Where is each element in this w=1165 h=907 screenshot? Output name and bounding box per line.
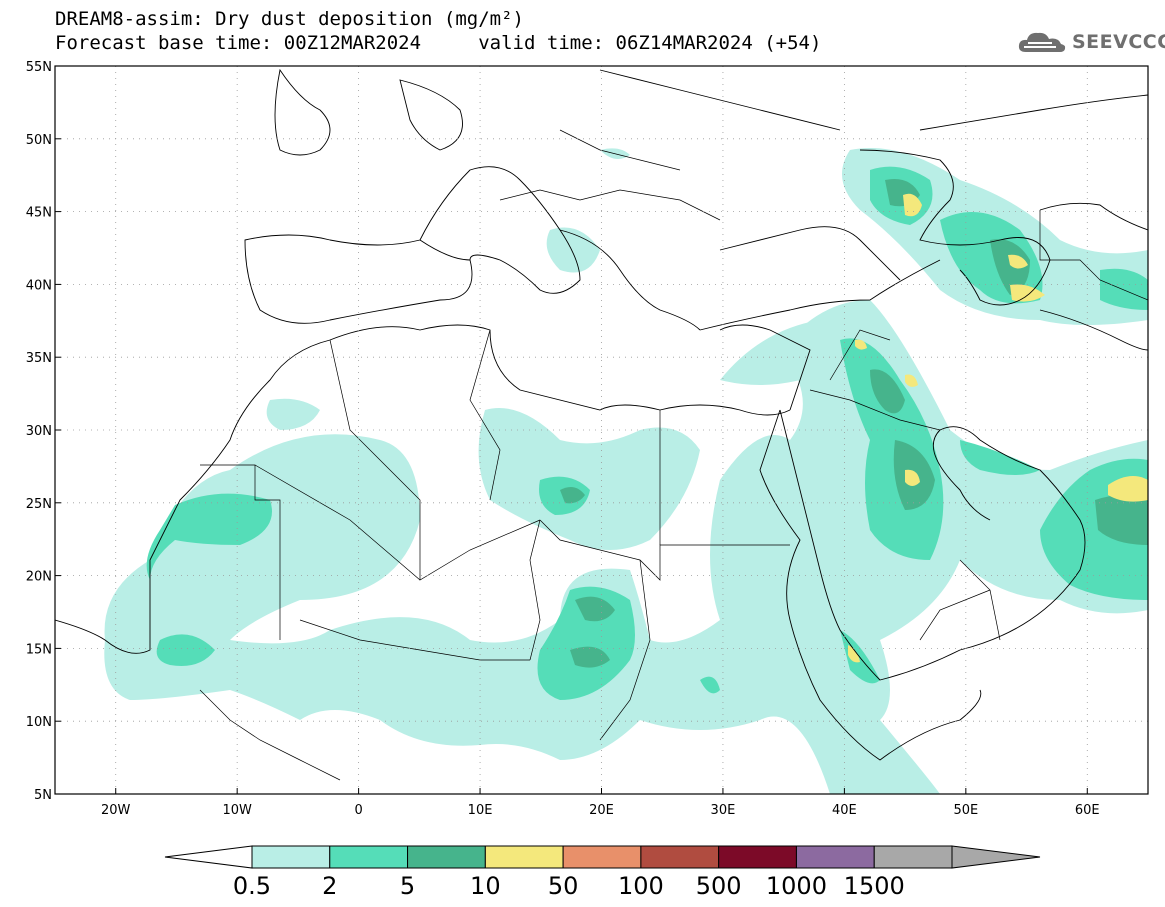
deposition-level-10	[848, 193, 1148, 663]
colorbar-label: 0.5	[233, 872, 271, 900]
lon-tick-label: 20W	[101, 803, 131, 818]
colorbar-swatch	[640, 845, 720, 869]
forecast-time-subtitle: Forecast base time: 00Z12MAR2024 valid t…	[55, 32, 822, 54]
logo-text: SEEVCCC	[1072, 31, 1165, 53]
colorbar-swatch	[562, 845, 642, 869]
colorbar-swatch	[795, 845, 875, 869]
colorbar-label: 50	[548, 872, 579, 900]
lon-tick-label: 50E	[953, 803, 978, 818]
country-borders	[199, 129, 1148, 781]
lat-tick-label: 5N	[34, 788, 52, 803]
seevccc-logo: SEEVCCC	[1016, 24, 1165, 60]
lat-tick-label: 15N	[26, 642, 52, 657]
longitude-axis: 20W 10W 0 10E 20E 30E 40E 50E 60E	[101, 788, 1100, 818]
lon-tick-label: 40E	[832, 803, 857, 818]
lon-tick-label: 10W	[222, 803, 252, 818]
lon-tick-label: 20E	[589, 803, 614, 818]
colorbar-min-arrow	[164, 845, 253, 869]
lat-tick-label: 30N	[26, 424, 52, 439]
colorbar-label: 2	[322, 872, 337, 900]
lat-tick-label: 45N	[26, 206, 52, 221]
lon-tick-label: 0	[354, 803, 362, 818]
lat-tick-label: 35N	[26, 351, 52, 366]
latitude-axis: 55N 50N 45N 40N 35N 30N 25N 20N 15N 10N 5N	[26, 60, 61, 803]
colorbar-swatch	[873, 845, 953, 869]
lon-tick-label: 30E	[711, 803, 736, 818]
lat-tick-label: 25N	[26, 497, 52, 512]
grid-lines	[55, 66, 1148, 794]
colorbar-swatch	[251, 845, 331, 869]
lat-tick-label: 55N	[26, 60, 52, 75]
colorbar-label: 100	[618, 872, 664, 900]
colorbar-label: 10	[470, 872, 501, 900]
lon-tick-label: 10E	[468, 803, 493, 818]
lat-tick-label: 50N	[26, 133, 52, 148]
lat-tick-label: 10N	[26, 715, 52, 730]
colorbar-swatch	[718, 845, 797, 869]
colorbar-label: 5	[400, 872, 415, 900]
colorbar-label: 1000	[766, 872, 827, 900]
colorbar-swatch	[329, 845, 409, 869]
lon-tick-label: 60E	[1075, 803, 1100, 818]
cloud-icon	[1018, 32, 1066, 52]
colorbar-swatch	[407, 845, 486, 869]
map-title: DREAM8-assim: Dry dust deposition (mg/m²…	[55, 8, 524, 30]
colorbar-swatch	[484, 845, 564, 869]
colorbar-label: 500	[696, 872, 742, 900]
dust-fields	[104, 148, 1148, 794]
lat-tick-label: 40N	[26, 278, 52, 293]
coastlines	[55, 68, 1148, 761]
colorbar-max-arrow	[951, 845, 1041, 869]
colorbar-label: 1500	[844, 872, 905, 900]
lat-tick-label: 20N	[26, 570, 52, 585]
